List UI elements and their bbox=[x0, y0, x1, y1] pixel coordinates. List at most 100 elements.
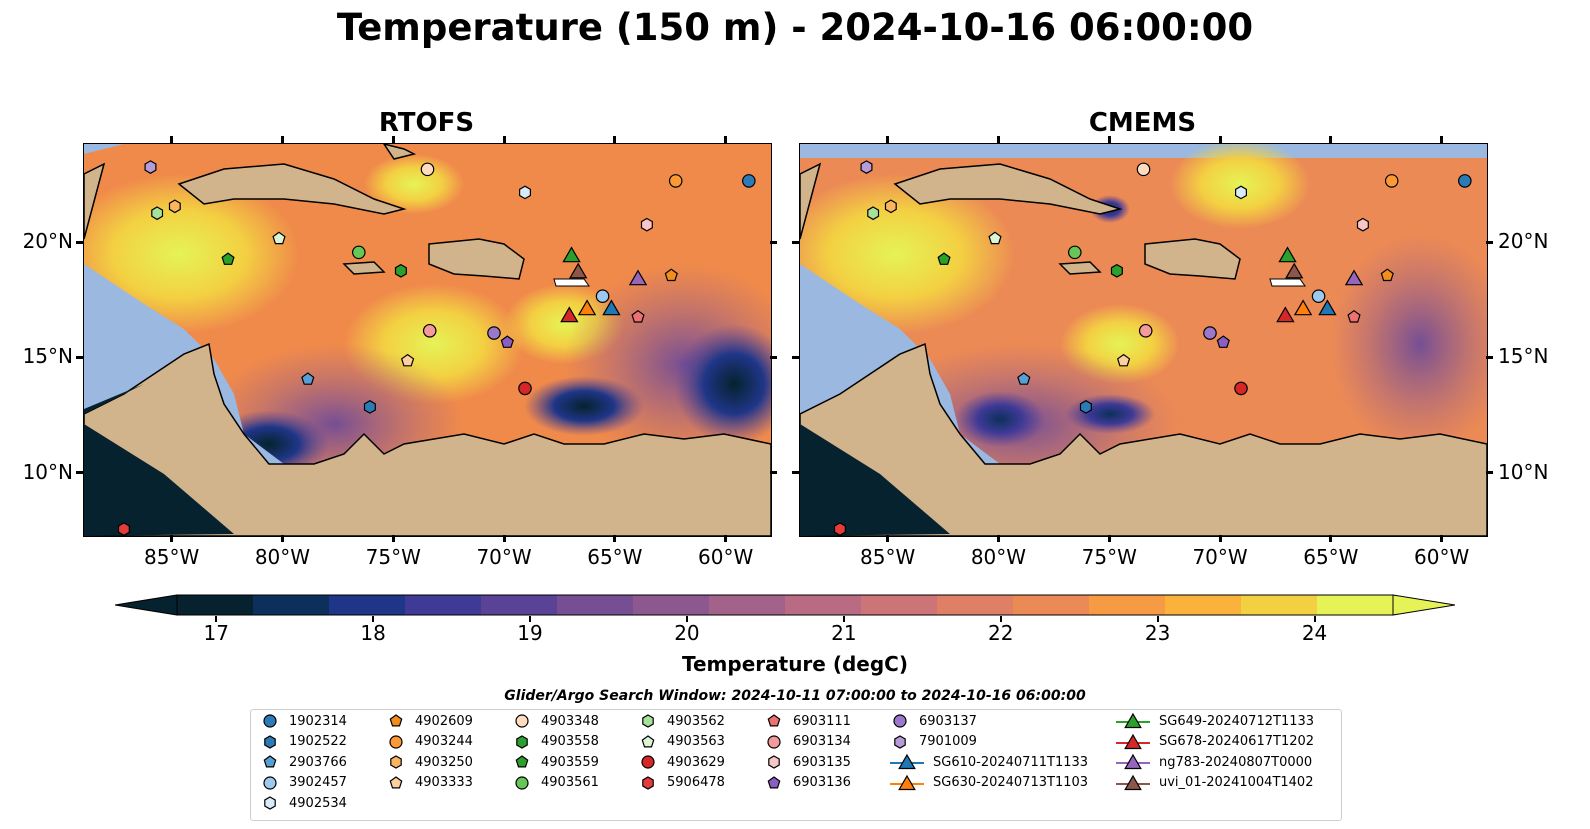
observation-marker-5906478[interactable] bbox=[117, 522, 130, 536]
observation-marker-4903562[interactable] bbox=[867, 206, 880, 221]
legend-item: SG610-20240711T1133 bbox=[889, 753, 1088, 771]
observation-marker-6903137[interactable] bbox=[1203, 326, 1217, 340]
observation-marker-SG610-20240711T1133[interactable] bbox=[1318, 299, 1337, 316]
observation-marker-7901009[interactable] bbox=[144, 160, 157, 174]
observation-marker-4903348[interactable] bbox=[420, 162, 435, 177]
observation-marker-4903561[interactable] bbox=[1067, 245, 1082, 260]
yucatan-land bbox=[84, 162, 106, 240]
observation-marker-4903348[interactable] bbox=[1136, 162, 1151, 177]
shelf-north bbox=[84, 144, 124, 154]
observation-marker-1902522[interactable] bbox=[363, 400, 376, 414]
observation-marker-SG678-20240617T1202[interactable] bbox=[560, 306, 579, 323]
observation-marker-4903561[interactable] bbox=[351, 245, 366, 260]
observation-marker-4903629[interactable] bbox=[1234, 381, 1248, 396]
observation-marker-4903562[interactable] bbox=[151, 206, 164, 221]
observation-marker-4903244[interactable] bbox=[668, 174, 683, 188]
lon-tick-label: 85°W bbox=[860, 545, 916, 569]
map-canvas-cmems bbox=[800, 144, 1487, 536]
observation-marker-SG630-20240713T1103[interactable] bbox=[577, 299, 597, 316]
legend-item: 4903558 bbox=[511, 733, 599, 751]
lat-tick-mark bbox=[792, 355, 799, 359]
observation-marker-4903250[interactable] bbox=[168, 199, 181, 214]
observation-marker-3902457[interactable] bbox=[1311, 289, 1326, 303]
observation-marker-4903563[interactable] bbox=[988, 231, 1002, 245]
observation-marker-ng783-20240807T0000[interactable] bbox=[628, 269, 648, 286]
observation-marker-SG678-20240617T1202[interactable] bbox=[1276, 306, 1295, 323]
lon-tick-mark bbox=[391, 136, 395, 143]
colorbar-tick-label: 22 bbox=[988, 621, 1014, 645]
lon-tick-label: 80°W bbox=[970, 545, 1027, 569]
lon-tick-mark bbox=[1107, 535, 1111, 542]
lon-tick-mark bbox=[502, 535, 506, 542]
observation-marker-4902534[interactable] bbox=[519, 185, 531, 200]
lat-tick-mark bbox=[1486, 240, 1493, 244]
observation-marker-4903559[interactable] bbox=[221, 252, 235, 265]
observation-marker-6903135[interactable] bbox=[1356, 217, 1369, 232]
observation-marker-6903111[interactable] bbox=[631, 309, 645, 323]
observation-marker-4903629[interactable] bbox=[518, 381, 532, 396]
observation-marker-3902457[interactable] bbox=[595, 289, 610, 303]
observation-markers-cmems bbox=[833, 160, 1472, 536]
legend-label: 5906478 bbox=[667, 775, 725, 790]
observation-marker-4903244[interactable] bbox=[1384, 174, 1399, 188]
observation-marker-6903135[interactable] bbox=[640, 217, 653, 232]
observation-marker-4903250[interactable] bbox=[884, 199, 897, 214]
legend-label: 2903766 bbox=[289, 754, 347, 770]
observation-marker-6903136[interactable] bbox=[500, 335, 514, 348]
observation-marker-4903333[interactable] bbox=[1116, 353, 1131, 367]
legend-label: 4902534 bbox=[289, 795, 347, 811]
observation-marker-4902534[interactable] bbox=[1235, 185, 1247, 200]
lon-tick-mark bbox=[391, 535, 395, 542]
legend-label: 4903250 bbox=[415, 754, 473, 770]
observation-marker-2903766[interactable] bbox=[1017, 372, 1031, 385]
colorbar-tick-mark bbox=[1156, 616, 1159, 622]
legend-marker-hexagon bbox=[894, 734, 906, 749]
legend-item: 4903559 bbox=[511, 753, 599, 771]
legend-marker-pentagon bbox=[767, 775, 781, 788]
observation-marker-4903558[interactable] bbox=[1110, 263, 1123, 278]
legend-label: 7901009 bbox=[919, 734, 977, 749]
legend-marker-hexagon bbox=[642, 775, 654, 790]
observation-marker-1902522[interactable] bbox=[1079, 400, 1092, 414]
observation-marker-5906478[interactable] bbox=[833, 522, 846, 536]
lat-tick-label: 20°N bbox=[1498, 229, 1549, 254]
map-panel-cmems[interactable] bbox=[799, 143, 1488, 537]
lat-tick-label: 10°N bbox=[22, 459, 73, 484]
legend-label: 6903134 bbox=[793, 734, 851, 749]
observation-marker-4903333[interactable] bbox=[400, 353, 415, 367]
observation-marker-SG610-20240711T1133[interactable] bbox=[602, 299, 621, 316]
lon-tick-mark bbox=[724, 535, 728, 542]
observation-marker-6903134[interactable] bbox=[422, 323, 437, 338]
observation-marker-SG630-20240713T1103[interactable] bbox=[1293, 299, 1313, 316]
lon-tick-mark bbox=[280, 535, 284, 542]
observation-marker-4903558[interactable] bbox=[394, 263, 407, 278]
observation-marker-SG649-20240712T1133[interactable] bbox=[562, 246, 581, 263]
cold-eddy bbox=[524, 376, 644, 436]
puerto-rico-land bbox=[553, 278, 590, 287]
map-panel-rtofs[interactable] bbox=[83, 143, 772, 537]
observation-marker-6903111[interactable] bbox=[1347, 309, 1361, 323]
observation-marker-uvi_01-20241004T1402[interactable] bbox=[569, 262, 588, 279]
observation-marker-6903137[interactable] bbox=[487, 326, 501, 340]
central-south-america-land bbox=[84, 342, 771, 536]
observation-marker-2903766[interactable] bbox=[301, 372, 315, 385]
lat-tick-mark bbox=[770, 240, 777, 244]
observation-marker-uvi_01-20241004T1402[interactable] bbox=[1285, 262, 1304, 279]
observation-marker-4902609[interactable] bbox=[1380, 268, 1394, 282]
observation-marker-4903563[interactable] bbox=[272, 231, 286, 245]
observation-marker-6903136[interactable] bbox=[1216, 335, 1230, 348]
lat-tick-mark bbox=[76, 471, 83, 475]
observation-marker-1902314[interactable] bbox=[742, 174, 756, 188]
observation-marker-ng783-20240807T0000[interactable] bbox=[1344, 269, 1364, 286]
lon-tick-label: 85°W bbox=[144, 545, 200, 569]
observation-marker-1902314[interactable] bbox=[1458, 174, 1472, 188]
observation-marker-SG649-20240712T1133[interactable] bbox=[1278, 246, 1297, 263]
observation-marker-6903134[interactable] bbox=[1138, 323, 1153, 338]
legend-label: uvi_01-20241004T1402 bbox=[1159, 775, 1314, 790]
observation-marker-7901009[interactable] bbox=[860, 160, 873, 174]
observation-marker-4903559[interactable] bbox=[937, 252, 951, 265]
observation-marker-4902609[interactable] bbox=[664, 268, 678, 282]
lon-tick-mark bbox=[996, 535, 1000, 542]
legend-marker-hexagon bbox=[516, 734, 528, 749]
legend-item: 4903563 bbox=[637, 733, 725, 751]
